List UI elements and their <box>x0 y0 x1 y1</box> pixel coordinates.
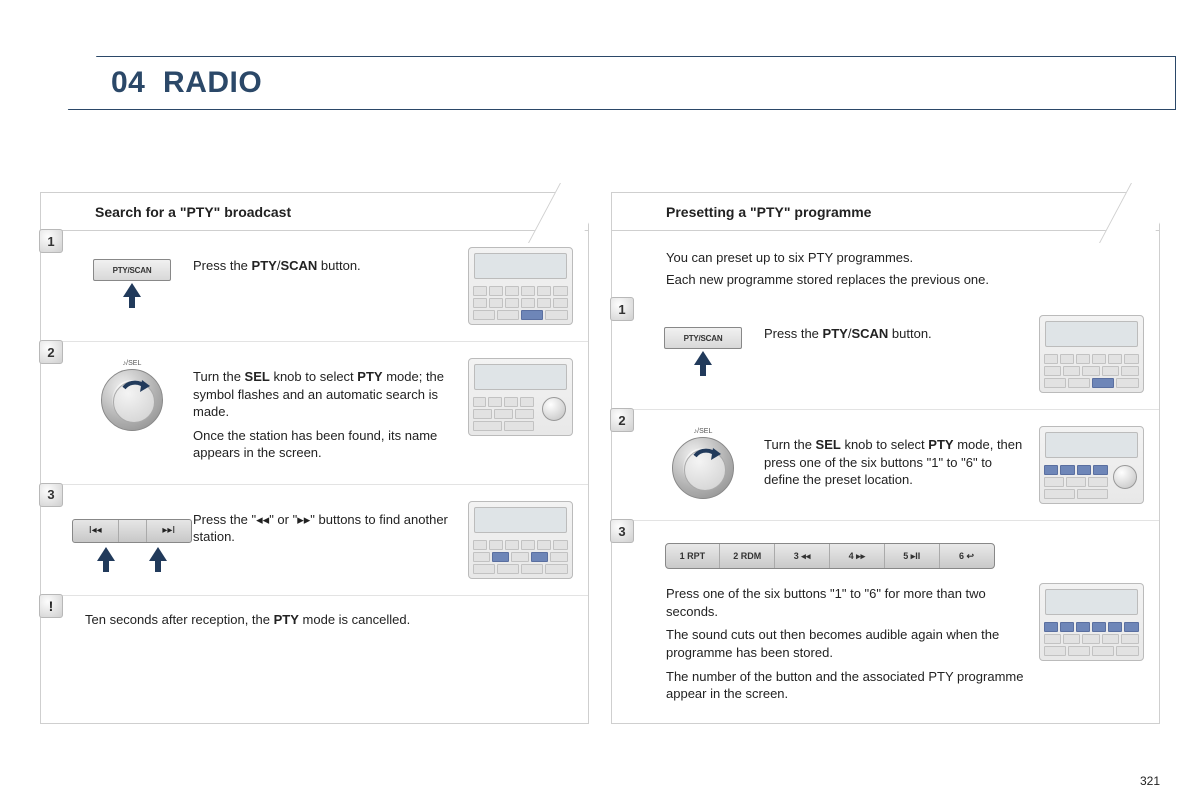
header-cut-decor <box>0 37 107 137</box>
arrow-up-icon <box>97 547 115 561</box>
radio-panel-diagram <box>468 358 573 436</box>
heading-cut-decor <box>1099 183 1181 243</box>
pty-scan-button-graphic: PTY/SCAN <box>664 327 742 349</box>
section-title: RADIO <box>163 66 262 99</box>
preset-button: 3 ◂◂ <box>775 544 830 568</box>
step-badge: 2 <box>610 408 634 432</box>
column-search-pty: Search for a "PTY" broadcast 1 PTY/SCAN … <box>40 192 589 724</box>
left-step-3: 3 I◂◂▸▸I Press the "◂◂" or "▸▸" buttons … <box>41 485 588 596</box>
preset-button: 5 ▸II <box>885 544 940 568</box>
step-text: Press the PTY/SCAN button. <box>193 257 456 275</box>
right-step-3: 3 1 RPT 2 RDM 3 ◂◂ 4 ▸▸ 5 ▸II 6 ↩ Press … <box>612 521 1159 722</box>
step-text: Press the PTY/SCAN button. <box>764 325 1027 343</box>
step-badge: 1 <box>610 297 634 321</box>
step-text: Press the "◂◂" or "▸▸" buttons to find a… <box>193 511 456 546</box>
arrow-up-icon <box>149 547 167 561</box>
heading-text: Presetting a "PTY" programme <box>666 204 871 220</box>
heading-text: Search for a "PTY" broadcast <box>95 204 291 220</box>
radio-panel-diagram <box>468 247 573 325</box>
step-text-2: The sound cuts out then becomes audible … <box>666 626 1027 661</box>
seek-buttons-graphic: I◂◂▸▸I <box>72 519 192 543</box>
sel-knob-graphic: ♪/SEL <box>101 360 163 431</box>
radio-panel-diagram <box>468 501 573 579</box>
step-text: Turn the SEL knob to select PTY mode, th… <box>764 436 1027 489</box>
preset-buttons-graphic: 1 RPT 2 RDM 3 ◂◂ 4 ▸▸ 5 ▸II 6 ↩ <box>665 543 995 569</box>
section-number: 04 <box>111 66 145 99</box>
preset-button: 6 ↩ <box>940 544 994 568</box>
page-header: 04 RADIO <box>24 56 1176 110</box>
page-title: 04 RADIO <box>111 66 262 100</box>
step-text-2: Once the station has been found, its nam… <box>193 427 456 462</box>
step-text: Turn the SEL knob to select PTY mode; th… <box>193 368 456 421</box>
radio-panel-diagram <box>1039 426 1144 504</box>
step-badge: 2 <box>39 340 63 364</box>
arrow-up-icon <box>123 283 141 297</box>
intro-line-2: Each new programme stored replaces the p… <box>666 271 1039 289</box>
content-columns: Search for a "PTY" broadcast 1 PTY/SCAN … <box>40 192 1160 724</box>
radio-panel-diagram <box>1039 315 1144 393</box>
intro-line-1: You can preset up to six PTY programmes. <box>666 249 1039 267</box>
column-heading-left: Search for a "PTY" broadcast <box>41 193 588 231</box>
pty-scan-button-graphic: PTY/SCAN <box>93 259 171 281</box>
step-badge: 3 <box>610 519 634 543</box>
step-badge: 3 <box>39 483 63 507</box>
preset-button: 4 ▸▸ <box>830 544 885 568</box>
column-preset-pty: Presetting a "PTY" programme You can pre… <box>611 192 1160 724</box>
step-text-3: The number of the button and the associa… <box>666 668 1027 703</box>
preset-button: 2 RDM <box>720 544 775 568</box>
arrow-up-icon <box>694 351 712 365</box>
column-heading-right: Presetting a "PTY" programme <box>612 193 1159 231</box>
sel-knob-graphic: ♪/SEL <box>672 428 734 499</box>
page-number: 321 <box>1140 774 1160 788</box>
note-text: Ten seconds after reception, the PTY mod… <box>85 612 570 627</box>
step-badge: 1 <box>39 229 63 253</box>
right-step-2: 2 ♪/SEL Turn the SEL knob to select PTY … <box>612 410 1159 521</box>
preset-button: 1 RPT <box>666 544 721 568</box>
radio-panel-diagram <box>1039 583 1144 661</box>
left-note: ! Ten seconds after reception, the PTY m… <box>41 596 588 649</box>
alert-icon: ! <box>39 594 63 618</box>
intro-text: You can preset up to six PTY programmes.… <box>612 231 1159 299</box>
step-text-1: Press one of the six buttons "1" to "6" … <box>666 585 1027 620</box>
left-step-2: 2 ♪/SEL Turn the SEL knob to select PTY … <box>41 342 588 485</box>
left-step-1: 1 PTY/SCAN Press the PTY/SCAN button. <box>41 231 588 342</box>
right-step-1: 1 PTY/SCAN Press the PTY/SCAN button. <box>612 299 1159 410</box>
